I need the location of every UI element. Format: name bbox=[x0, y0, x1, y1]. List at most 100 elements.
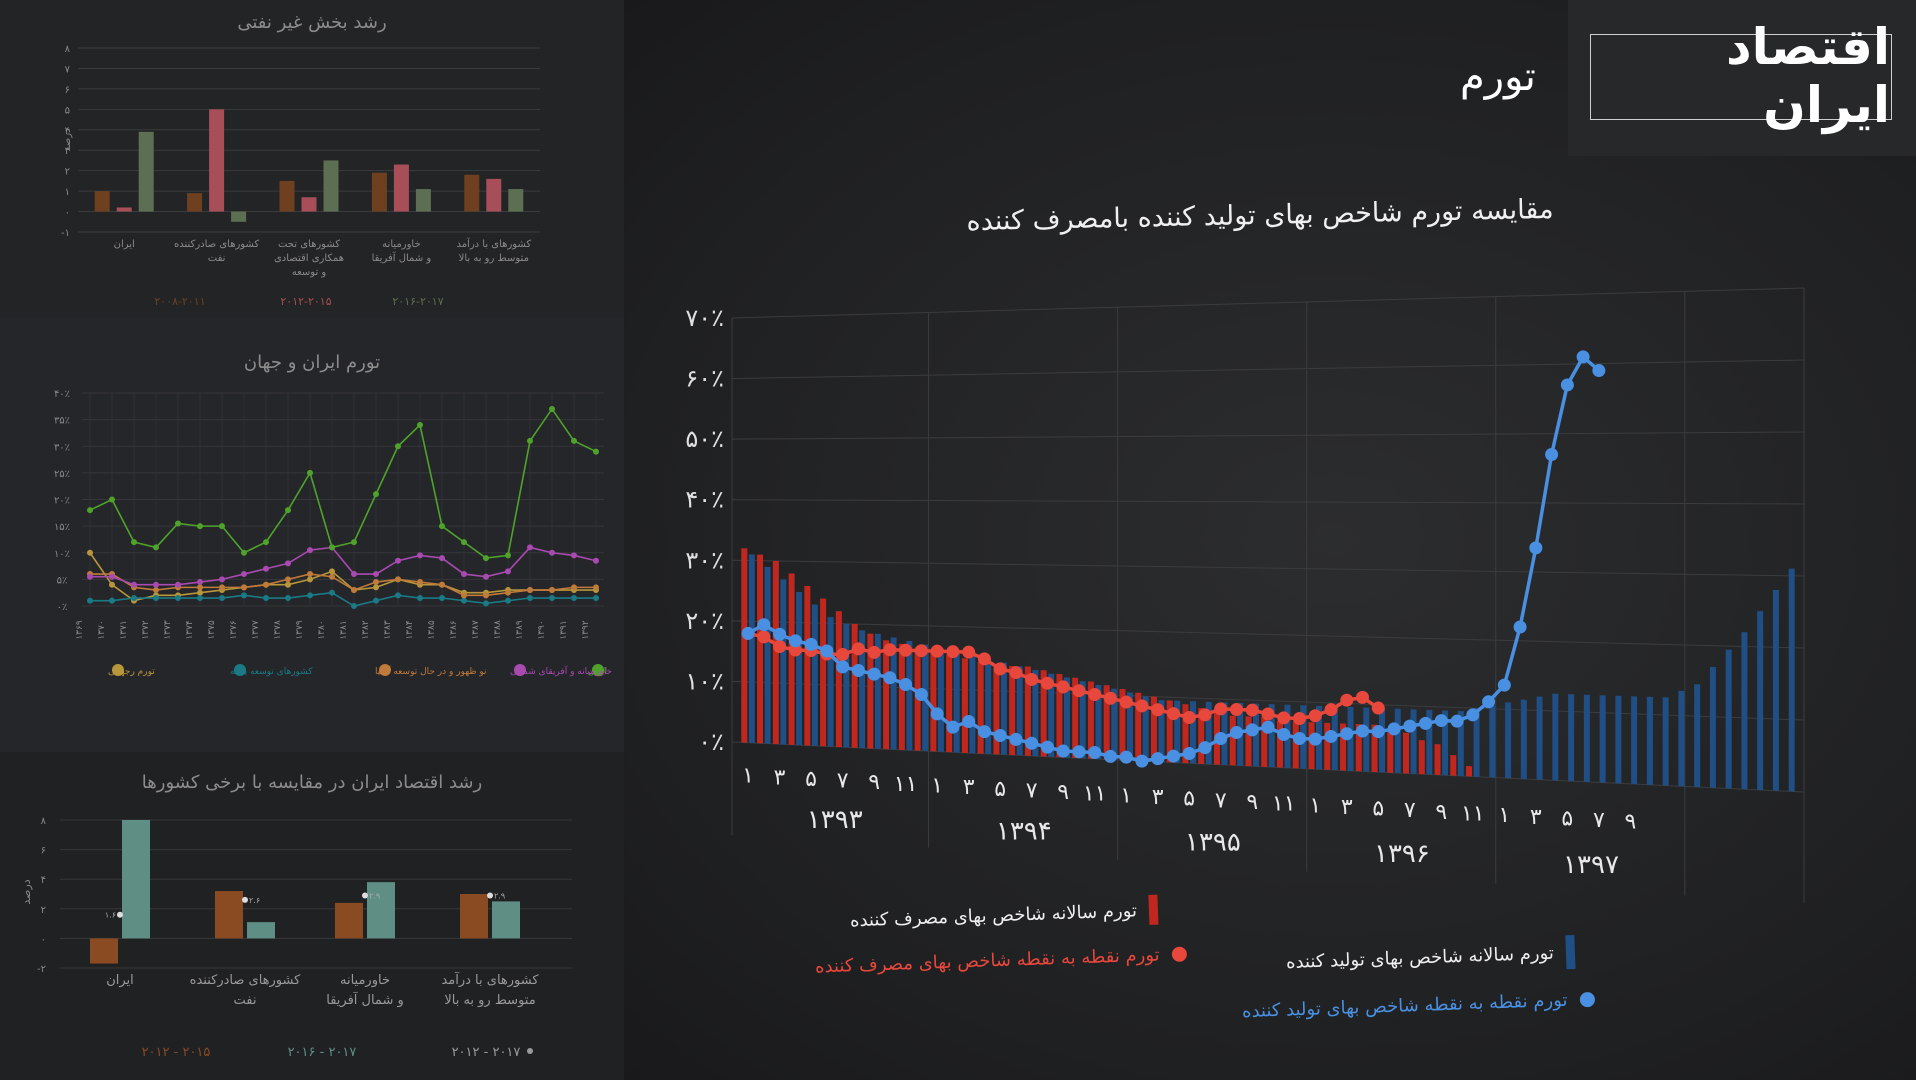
data-point bbox=[153, 595, 159, 602]
x-tick-label: ۱۳۸۹ bbox=[515, 620, 525, 640]
data-point bbox=[373, 579, 379, 586]
data-point bbox=[461, 539, 467, 546]
x-tick-label: ۱۳۸۵ bbox=[427, 620, 437, 640]
data-point bbox=[87, 573, 93, 580]
y-tick-label: ۳ bbox=[65, 146, 71, 157]
data-point bbox=[593, 584, 599, 591]
bar bbox=[116, 207, 132, 212]
bar bbox=[215, 891, 243, 939]
data-point bbox=[527, 544, 533, 551]
legend-label: تورم رجهانی bbox=[108, 667, 155, 677]
legend-label: ۲۰۱۶ - ۲۰۱۷ bbox=[288, 1045, 357, 1060]
bar bbox=[209, 109, 225, 212]
data-point bbox=[307, 547, 313, 554]
legend-marker bbox=[527, 1048, 533, 1054]
y-tick-label: ۰ bbox=[65, 208, 70, 219]
bar bbox=[486, 178, 502, 212]
legend-marker bbox=[234, 664, 246, 676]
x-tick-label: ۱۳۸۴ bbox=[405, 620, 415, 640]
data-point bbox=[483, 573, 489, 580]
legend-marker bbox=[592, 664, 604, 676]
legend-label: تورم سالانه شاخص بهای تولید کننده bbox=[1285, 942, 1555, 973]
data-point bbox=[241, 571, 247, 578]
x-tick-label: ۱۳۷۱ bbox=[119, 620, 129, 639]
data-point bbox=[593, 448, 599, 455]
x-tick-label: ۱۳۸۳ bbox=[383, 620, 393, 640]
bar bbox=[301, 197, 317, 212]
data-point bbox=[219, 584, 225, 591]
data-point bbox=[285, 595, 291, 602]
data-point bbox=[549, 549, 555, 556]
x-tick-label: ۱۳۷۶ bbox=[229, 620, 239, 640]
panel-title: رشد بخش غیر نفتی bbox=[237, 12, 387, 33]
x-tick-label: ۱۳۷۲ bbox=[141, 620, 151, 640]
data-point bbox=[505, 552, 511, 559]
data-point bbox=[263, 539, 269, 546]
category-label: کشورهای با درآمد bbox=[456, 237, 531, 250]
x-tick-label: ۱۳۸۷ bbox=[471, 620, 481, 640]
category-label: کشورهای صادرکننده bbox=[190, 973, 301, 988]
data-point bbox=[87, 597, 93, 604]
data-point bbox=[109, 581, 115, 588]
category-label: خاورمیانه bbox=[340, 973, 390, 988]
legend-label: ۲۰۱۲ - ۲۰۱۷ bbox=[452, 1045, 521, 1060]
bar bbox=[138, 131, 154, 212]
legend-swatch-bar-blue bbox=[1565, 934, 1576, 970]
bar bbox=[279, 180, 295, 212]
y-tick-label: ۳۰٪ bbox=[54, 442, 70, 453]
iran-world-inflation-chart: ۴۰٪ ۳۵٪ ۳۰٪ ۲۵٪ ۲۰٪ ۱۵٪ ۱۰٪ ۵٪ ۰٪ ۱۳۶۹ ۱۳۷۰ ۱۳۷۱ ۱۳۷… bbox=[54, 389, 612, 677]
data-point bbox=[153, 544, 159, 551]
main-chart-stage bbox=[624, 0, 1916, 1080]
y-tick-label: ۲۰٪ bbox=[54, 496, 70, 507]
marker-label: ۲.۹ bbox=[494, 891, 505, 900]
data-point bbox=[549, 405, 555, 412]
data-point bbox=[549, 587, 555, 594]
y-tick-label: ۸ bbox=[41, 816, 47, 827]
bar bbox=[460, 894, 488, 939]
category-label: ایران bbox=[106, 973, 134, 988]
x-tick-label: ۱۳۶۹ bbox=[75, 620, 85, 640]
y-tick-label: ۱۵٪ bbox=[54, 522, 70, 533]
legend-marker bbox=[379, 664, 391, 676]
category-label: و توسعه bbox=[292, 267, 327, 278]
data-point bbox=[329, 589, 335, 596]
data-point bbox=[593, 595, 599, 602]
data-point bbox=[329, 544, 335, 551]
y-axis-label: درصد bbox=[20, 879, 33, 904]
data-point bbox=[263, 581, 269, 588]
x-tick-label: ۱۳۷۵ bbox=[207, 620, 217, 640]
category-label: متوسط رو به بالا bbox=[459, 253, 529, 264]
bar bbox=[323, 160, 339, 212]
x-tick-label: ۱۳۷۸ bbox=[273, 620, 283, 640]
bar bbox=[122, 820, 150, 939]
series-line bbox=[90, 546, 597, 586]
data-point bbox=[219, 576, 225, 583]
page-subtitle: تورم bbox=[1460, 54, 1536, 100]
data-point bbox=[373, 491, 379, 498]
x-tick-label: ۱۳۹۰ bbox=[537, 620, 547, 639]
data-point bbox=[461, 597, 467, 604]
data-point bbox=[87, 549, 93, 556]
legend-label: کشورهای توسعه یافته bbox=[230, 667, 313, 677]
data-point bbox=[527, 437, 533, 444]
bar bbox=[94, 191, 110, 212]
y-tick-label: ۴ bbox=[65, 126, 70, 137]
y-tick-label: ۰٪ bbox=[57, 602, 68, 613]
category-label: کشورهای با درآمد bbox=[441, 971, 539, 988]
legend-label: نو ظهور و در حال توسعه آسیا bbox=[375, 665, 487, 677]
y-tick-label: -۱ bbox=[61, 228, 70, 239]
category-label: متوسط رو به بالا bbox=[444, 993, 535, 1008]
data-point bbox=[175, 520, 181, 527]
data-point bbox=[483, 592, 489, 599]
data-point bbox=[351, 571, 357, 578]
bar bbox=[371, 172, 387, 212]
data-point bbox=[351, 587, 357, 594]
series-line bbox=[90, 591, 596, 607]
y-tick-label: ۳۵٪ bbox=[54, 416, 70, 427]
bar bbox=[90, 938, 118, 964]
data-point bbox=[197, 584, 203, 591]
marker-label: ۲.۹ bbox=[369, 891, 380, 900]
x-tick-label: ۱۳۸۲ bbox=[361, 620, 371, 640]
brand-frame bbox=[1590, 34, 1892, 120]
bar bbox=[464, 174, 480, 212]
